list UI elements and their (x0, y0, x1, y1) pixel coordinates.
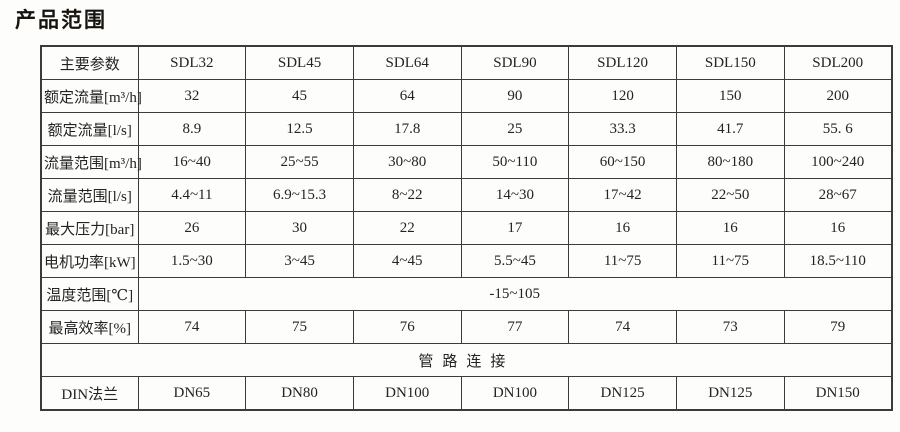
table-row-temperature-range: 温度范围[℃] -15~105 (40, 277, 893, 311)
table-cell: 22 (352, 211, 462, 245)
table-cell: 3~45 (245, 244, 354, 278)
col-header-model: SDL90 (460, 45, 570, 80)
table-cell: 25 (460, 112, 570, 146)
table-cell: 25~55 (245, 145, 354, 179)
table-cell: 33.3 (568, 112, 677, 146)
row-label: DIN法兰 (40, 376, 139, 411)
table-cell: DN100 (460, 376, 570, 411)
table-cell: 8~22 (352, 178, 462, 212)
table-cell: 79 (783, 310, 893, 344)
row-label: 额定流量[l/s] (40, 112, 139, 146)
temperature-span-cell: -15~105 (137, 277, 893, 311)
table-cell: 16 (675, 211, 785, 245)
table-cell: 74 (137, 310, 247, 344)
table-cell: 30 (245, 211, 354, 245)
table-cell: 8.9 (137, 112, 247, 146)
col-header-model: SDL200 (783, 45, 893, 80)
table-cell: 5.5~45 (460, 244, 570, 278)
product-range-table: 主要参数 SDL32 SDL45 SDL64 SDL90 SDL120 SDL1… (40, 45, 893, 411)
table-cell: 6.9~15.3 (245, 178, 354, 212)
table-row-flow-range-ls: 流量范围[l/s] 4.4~11 6.9~15.3 8~22 14~30 17~… (40, 178, 893, 212)
row-label: 最大压力[bar] (40, 211, 139, 245)
table-cell: 55. 6 (783, 112, 893, 146)
col-header-parameters: 主要参数 (40, 45, 139, 80)
table-cell: 74 (568, 310, 677, 344)
table-cell: 18.5~110 (783, 244, 893, 278)
table-cell: 28~67 (783, 178, 893, 212)
table-cell: 26 (137, 211, 247, 245)
table-cell: DN125 (675, 376, 785, 411)
table-cell: 90 (460, 79, 570, 113)
table-cell: 80~180 (675, 145, 785, 179)
row-label: 流量范围[l/s] (40, 178, 139, 212)
table-cell: 4~45 (352, 244, 462, 278)
table-row-din-flange: DIN法兰 DN65 DN80 DN100 DN100 DN125 DN125 … (40, 376, 893, 411)
col-header-model: SDL45 (245, 45, 354, 80)
row-label: 最高效率[%] (40, 310, 139, 344)
table-cell: 50~110 (460, 145, 570, 179)
table-cell: 45 (245, 79, 354, 113)
table-cell: 17 (460, 211, 570, 245)
table-cell: 60~150 (568, 145, 677, 179)
page-title: 产品范围 (15, 9, 107, 32)
table-cell: 77 (460, 310, 570, 344)
table-cell: 32 (137, 79, 247, 113)
table-cell: 11~75 (568, 244, 677, 278)
table-cell: 12.5 (245, 112, 354, 146)
table-cell: 75 (245, 310, 354, 344)
table-row-max-pressure: 最大压力[bar] 26 30 22 17 16 16 16 (40, 211, 893, 245)
table-row-rated-flow-m3h: 额定流量[m³/h] 32 45 64 90 120 150 200 (40, 79, 893, 113)
table-cell: DN65 (137, 376, 247, 411)
table-cell: DN150 (783, 376, 893, 411)
table-cell: 100~240 (783, 145, 893, 179)
row-label: 额定流量[m³/h] (40, 79, 142, 113)
table-cell: 30~80 (352, 145, 462, 179)
table-cell: 120 (568, 79, 677, 113)
table-row-flow-range-m3h: 流量范围[m³/h] 16~40 25~55 30~80 50~110 60~1… (40, 145, 893, 179)
table-cell: 73 (675, 310, 785, 344)
table-cell: 1.5~30 (137, 244, 247, 278)
table-cell: 11~75 (675, 244, 785, 278)
row-label: 温度范围[℃] (40, 277, 139, 311)
pipe-connection-section-label: 管路连接 (40, 343, 893, 377)
header-row: 主要参数 SDL32 SDL45 SDL64 SDL90 SDL120 SDL1… (40, 45, 893, 80)
col-header-model: SDL64 (352, 45, 462, 80)
table-cell: 64 (352, 79, 462, 113)
table-cell: DN125 (568, 376, 677, 411)
table-cell: 17~42 (568, 178, 677, 212)
col-header-model: SDL150 (675, 45, 785, 80)
table-row-motor-power: 电机功率[kW] 1.5~30 3~45 4~45 5.5~45 11~75 1… (40, 244, 893, 278)
table-cell: 4.4~11 (137, 178, 247, 212)
table-cell: 17.8 (352, 112, 462, 146)
table-row-pipe-connection-section: 管路连接 (40, 343, 893, 377)
table-cell: 150 (675, 79, 785, 113)
col-header-model: SDL32 (137, 45, 247, 80)
table-cell: 22~50 (675, 178, 785, 212)
table-row-max-efficiency: 最高效率[%] 74 75 76 77 74 73 79 (40, 310, 893, 344)
table-cell: 16 (568, 211, 677, 245)
table-cell: 16 (783, 211, 893, 245)
table-cell: DN100 (352, 376, 462, 411)
table-cell: 76 (352, 310, 462, 344)
table-cell: 16~40 (137, 145, 247, 179)
table-cell: 14~30 (460, 178, 570, 212)
table-cell: 200 (783, 79, 893, 113)
row-label: 电机功率[kW] (40, 244, 139, 278)
row-label: 流量范围[m³/h] (40, 145, 142, 179)
col-header-model: SDL120 (568, 45, 677, 80)
table-row-rated-flow-ls: 额定流量[l/s] 8.9 12.5 17.8 25 33.3 41.7 55.… (40, 112, 893, 146)
table-cell: DN80 (245, 376, 354, 411)
table-cell: 41.7 (675, 112, 785, 146)
